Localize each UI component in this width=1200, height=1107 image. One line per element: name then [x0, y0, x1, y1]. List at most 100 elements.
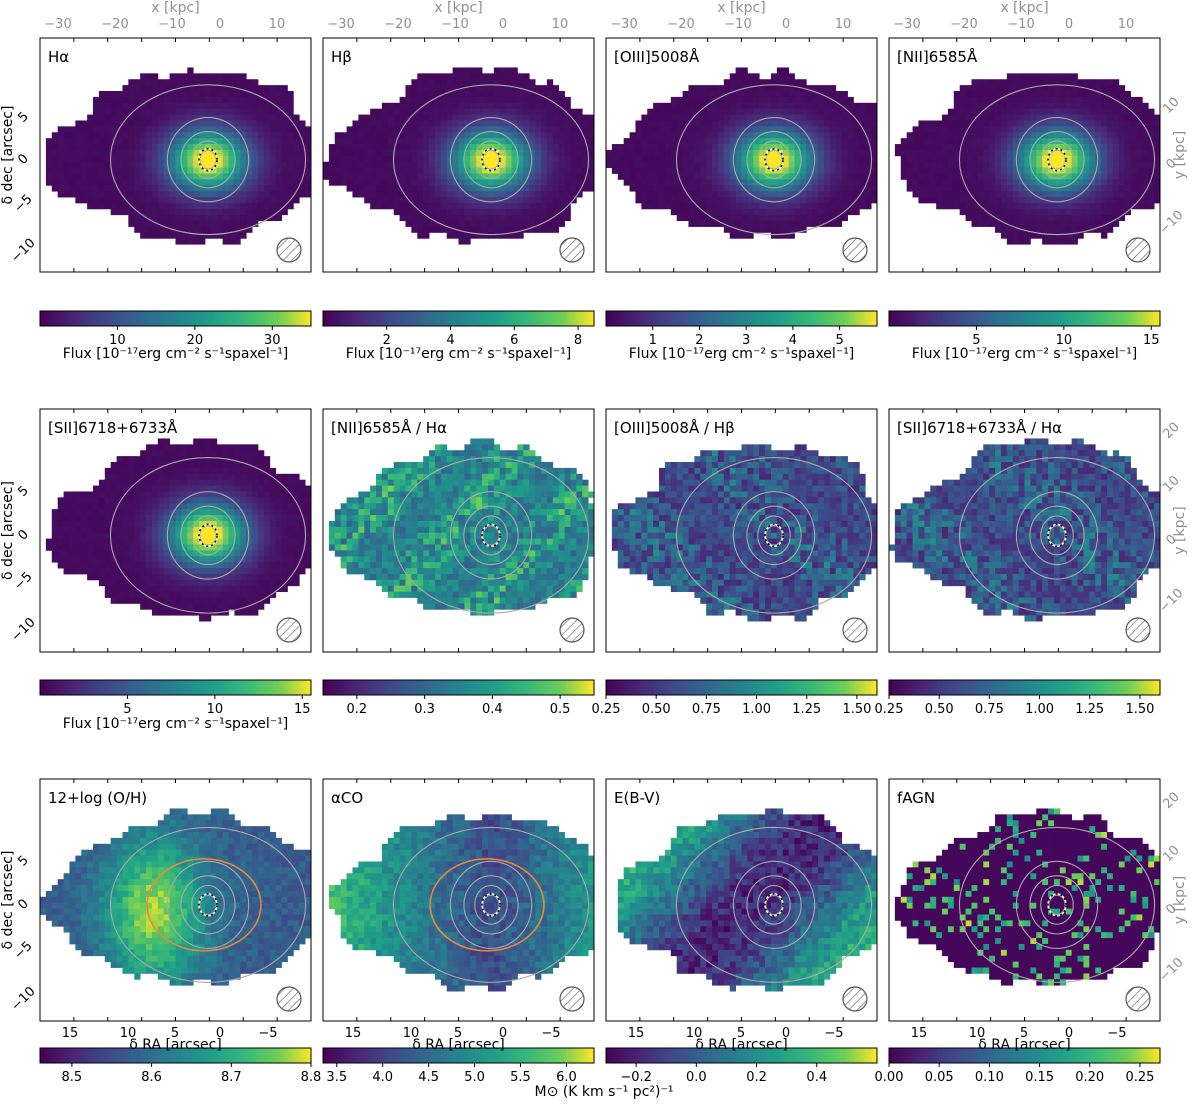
top-x-tick-label: −30 — [44, 17, 71, 32]
left-y-tick-label: 5 — [15, 109, 31, 125]
colorbar-tick-label: 1.25 — [1075, 702, 1104, 717]
top-x-tick-label: 0 — [782, 17, 790, 32]
heatmap-pixels — [45, 67, 312, 245]
top-x-tick-label: 10 — [269, 17, 286, 32]
bottom-x-tick-label: 15 — [911, 1026, 928, 1041]
heatmap-pixels — [323, 67, 595, 245]
top-x-tick-label: 10 — [1118, 17, 1135, 32]
top-x-tick-label: −30 — [327, 17, 354, 32]
heatmap-pixels — [617, 808, 878, 992]
top-x-tick-label: −30 — [893, 17, 920, 32]
panel: fAGN 0.00 0.05 0.10 0.15 0.20 0.25 — [875, 778, 1161, 1085]
colorbar-tick-label: 1.00 — [742, 702, 771, 717]
colorbar-tick-label: 4.5 — [418, 1070, 439, 1085]
bottom-x-tick-label: 10 — [120, 1026, 137, 1041]
colorbar-tick-label: 5 — [123, 702, 131, 717]
contour-lines — [109, 826, 307, 983]
beam-icon — [842, 617, 868, 643]
heatmap-pixels — [45, 438, 312, 622]
nucleus-ellipse-white — [1047, 893, 1067, 917]
panel: 12+log (O/H) 8.5 8.6 8.7 8.8 — [39, 778, 322, 1085]
left-y-tick-label: −10 — [9, 615, 39, 645]
bottom-x-tick-label: 0 — [782, 1026, 790, 1041]
colorbar-tick-label: 1.25 — [792, 702, 821, 717]
colorbar-tick-label: 3 — [742, 333, 750, 348]
contour-lines — [675, 826, 873, 983]
bottom-x-tick-label: 10 — [969, 1026, 986, 1041]
left-y-tick-label: 5 — [15, 483, 31, 499]
top-x-tick-label: −20 — [950, 17, 977, 32]
right-y-tick-label: 20 — [1160, 790, 1182, 812]
bottom-x-tick-label: 10 — [686, 1026, 703, 1041]
beam-icon — [559, 617, 585, 643]
beam-icon — [276, 237, 302, 263]
beam-icon — [842, 986, 868, 1012]
contour-lines — [958, 457, 1156, 614]
colorbar-tick-label: 20 — [187, 333, 204, 348]
bottom-x-tick-label: 5 — [454, 1026, 462, 1041]
beam-icon — [276, 986, 302, 1012]
colorbar-tick-label: 3.5 — [326, 1070, 347, 1085]
top-x-tick-label: 10 — [552, 17, 569, 32]
colorbar-tick-label: 0.05 — [925, 1070, 954, 1085]
heatmap-pixels — [606, 67, 878, 239]
top-x-axis-label: x [kpc] — [434, 0, 482, 16]
panel: [SII]6718+6733Å 5 10 15 Flux [10⁻¹⁷erg cm⁻² … — [39, 408, 312, 732]
colorbar-tick-label: 0.25 — [875, 702, 904, 717]
panel: [SII]6718+6733Å / Hα 0.25 0.50 0.75 1.00 1.25… — [875, 408, 1161, 717]
colorbar-tick-label: 0.25 — [1125, 1070, 1154, 1085]
top-x-tick-label: −10 — [1007, 17, 1034, 32]
panel-title: αCO — [331, 789, 363, 807]
bottom-x-tick-label: −5 — [1107, 1026, 1126, 1041]
colorbar-tick-label: 8.5 — [62, 1070, 83, 1085]
colorbar-tick-label: 2 — [383, 333, 391, 348]
contour-lines — [675, 84, 873, 236]
panel-title: [NII]6585Å / Hα — [331, 418, 447, 437]
nucleus-ellipse-white — [481, 893, 501, 917]
top-x-axis-label: x [kpc] — [151, 0, 199, 16]
colorbar-tick-label: 15 — [294, 702, 311, 717]
contour-lines — [109, 84, 307, 236]
bottom-x-tick-label: 0 — [216, 1026, 224, 1041]
bottom-x-tick-label: 15 — [345, 1026, 362, 1041]
top-x-tick-label: −10 — [158, 17, 185, 32]
beam-icon — [1125, 617, 1151, 643]
nucleus-ellipse-white — [198, 893, 218, 917]
colorbar — [322, 1047, 595, 1064]
bottom-x-axis-label: δ RA [arcsec] — [412, 1037, 504, 1053]
top-x-tick-label: −10 — [441, 17, 468, 32]
colorbar-tick-label: 0.4 — [482, 702, 503, 717]
colorbar-tick-label: 1 — [649, 333, 657, 348]
colorbar-tick-label: 8.8 — [301, 1070, 322, 1085]
nucleus-ellipse-white — [1047, 523, 1067, 548]
bottom-x-tick-label: 5 — [1020, 1026, 1028, 1041]
colorbar-tick-label: 0.5 — [550, 702, 571, 717]
colorbar-tick-label: 0.4 — [806, 1070, 827, 1085]
beam-icon — [559, 237, 585, 263]
colorbar-tick-label: 0.2 — [347, 702, 368, 717]
left-y-tick-label: −10 — [9, 984, 39, 1014]
colorbar-tick-label: 1.00 — [1025, 702, 1054, 717]
colorbar-tick-label: 8.6 — [141, 1070, 162, 1085]
left-y-axis-label: δ dec [arcsec] — [0, 481, 16, 580]
colorbar-tick-label: 1.50 — [1125, 702, 1154, 717]
bottom-x-axis-label: δ RA [arcsec] — [978, 1037, 1070, 1053]
bottom-x-tick-label: 0 — [499, 1026, 507, 1041]
left-y-tick-label: 5 — [15, 853, 31, 869]
bottom-x-tick-label: 10 — [403, 1026, 420, 1041]
top-x-tick-label: −10 — [724, 17, 751, 32]
bottom-x-tick-label: −5 — [541, 1026, 560, 1041]
heatmap-pixels — [328, 814, 595, 992]
panel-title: [SII]6718+6733Å / Hα — [897, 418, 1062, 437]
beam-icon — [276, 617, 302, 643]
top-x-axis-label: x [kpc] — [717, 0, 765, 16]
top-x-tick-label: 0 — [1065, 17, 1073, 32]
bottom-x-tick-label: 15 — [62, 1026, 79, 1041]
top-x-tick-label: −20 — [667, 17, 694, 32]
colorbar-tick-label: 0.20 — [1075, 1070, 1104, 1085]
left-y-axis-label: δ dec [arcsec] — [0, 851, 16, 950]
colorbar-tick-label: 4 — [789, 333, 797, 348]
contour-lines — [675, 457, 873, 614]
